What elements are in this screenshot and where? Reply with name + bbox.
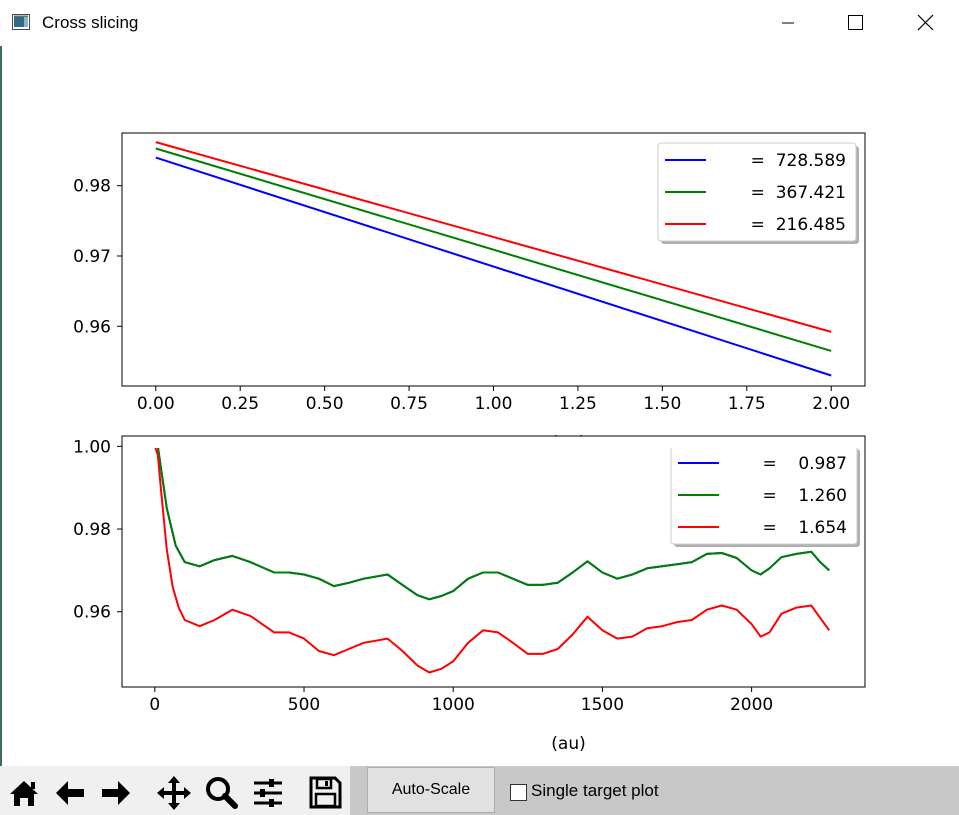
plot-2-frame-overlay bbox=[121, 435, 866, 688]
configure-subplots-icon bbox=[254, 779, 282, 807]
minimize-button[interactable] bbox=[765, 0, 811, 46]
plot-1-legend bbox=[657, 142, 857, 242]
pan-button[interactable] bbox=[156, 774, 192, 810]
plot-2-legend-label-3: = 1.654 bbox=[762, 518, 847, 538]
plot-2-xlabel: (au) bbox=[551, 734, 585, 754]
window-title: Cross slicing bbox=[42, 13, 139, 32]
home-button[interactable] bbox=[6, 774, 42, 810]
plot-1-legend-label-3: = 216.485 bbox=[751, 215, 846, 235]
save-icon bbox=[309, 776, 342, 809]
plot-1-xtick-label: 1.50 bbox=[643, 394, 681, 414]
forward-button[interactable] bbox=[98, 774, 134, 810]
plot-1-series-2-line bbox=[155, 147, 832, 352]
home-icon bbox=[10, 781, 38, 806]
auto-scale-button[interactable]: Auto-Scale bbox=[367, 767, 495, 813]
plot-2-ytick-label: 1.00 bbox=[73, 437, 111, 457]
back-arrow-icon bbox=[56, 781, 84, 805]
plot-2-xtick-label: 1000 bbox=[432, 695, 475, 715]
plot-2-legend-label-2: = 1.260 bbox=[762, 486, 847, 506]
plot-2-series-2-line bbox=[154, 445, 830, 601]
back-button[interactable] bbox=[52, 774, 88, 810]
title-bar: Cross slicing bbox=[0, 0, 959, 46]
plot-1-series-3-line bbox=[155, 141, 832, 333]
app-icon bbox=[12, 14, 30, 30]
close-button[interactable] bbox=[902, 0, 948, 46]
single-target-checkbox[interactable]: Single target plot bbox=[510, 770, 659, 812]
plot-1-series-1-line bbox=[155, 156, 832, 377]
plot-2-xtick-label: 2000 bbox=[730, 695, 773, 715]
plot-1-xtick-label: 1.75 bbox=[728, 394, 766, 414]
plot-1-ytick-label: 0.96 bbox=[73, 317, 111, 337]
maximize-icon bbox=[848, 15, 863, 30]
plot-1-ytick-label: 0.98 bbox=[73, 177, 111, 197]
plot-2-ytick-label: 0.98 bbox=[73, 520, 111, 540]
plot-1-xtick-label: 0.50 bbox=[306, 394, 344, 414]
configure-subplots-button[interactable] bbox=[250, 774, 286, 810]
minimize-icon bbox=[782, 22, 794, 24]
pan-icon bbox=[157, 776, 191, 810]
figure-canvas[interactable]: 0.00 0.25 0.50 0.75 1.00 1.25 1.50 1.75 2.00 0.96… bbox=[0, 46, 959, 766]
plot-1-xtick-label: 2.00 bbox=[812, 394, 850, 414]
plot-1-legend-label-1: = 728.589 bbox=[751, 151, 846, 171]
plot-2-xtick-label: 500 bbox=[288, 695, 320, 715]
plot-1-xtick-label: 0.75 bbox=[390, 394, 428, 414]
plot-1-xtick-label: 1.00 bbox=[475, 394, 513, 414]
checkbox-box[interactable] bbox=[510, 783, 527, 801]
window-border bbox=[0, 46, 2, 766]
close-icon bbox=[917, 14, 934, 31]
plot-2-legend-label-1: = 0.987 bbox=[762, 454, 847, 474]
plot-2-xtick-label: 1500 bbox=[581, 695, 624, 715]
plot-2-series-3-line bbox=[153, 445, 831, 674]
single-target-label: Single target plot bbox=[531, 781, 659, 800]
zoom-button[interactable] bbox=[203, 774, 239, 810]
zoom-icon bbox=[206, 777, 238, 809]
save-button[interactable] bbox=[307, 774, 343, 810]
plot-2-ytick-label: 0.96 bbox=[73, 603, 111, 623]
maximize-button[interactable] bbox=[832, 0, 878, 46]
plot-2-xtick-label: 0 bbox=[149, 695, 160, 715]
plot-1-xtick-label: 1.25 bbox=[559, 394, 597, 414]
plot-1-xtick-label: 0.25 bbox=[221, 394, 259, 414]
forward-arrow-icon bbox=[102, 781, 130, 805]
plot-1-xtick-label: 0.00 bbox=[137, 394, 175, 414]
tool-strip bbox=[0, 766, 350, 815]
plot-1-legend-label-2: = 367.421 bbox=[751, 183, 846, 203]
label-cover bbox=[122, 436, 865, 448]
plot-1-ytick-label: 0.97 bbox=[73, 247, 111, 267]
